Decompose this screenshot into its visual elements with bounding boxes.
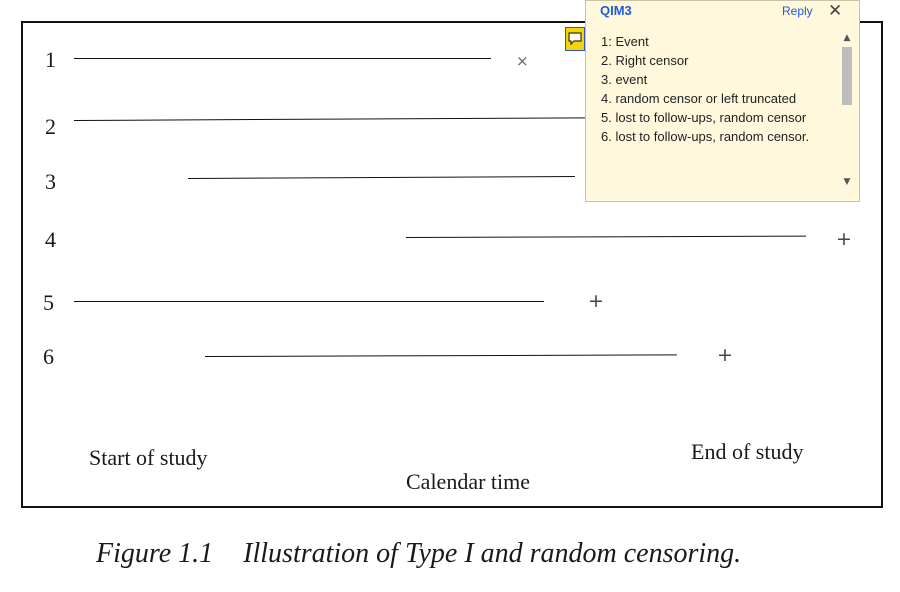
comment-line: 1: Event <box>601 34 649 49</box>
row-label-2: 2 <box>45 114 56 139</box>
caption-text: Illustration of Type I and random censor… <box>243 538 742 569</box>
comment-line: 5. lost to follow-ups, random censor <box>601 110 807 125</box>
comment-line: 3. event <box>601 72 648 87</box>
figure-frame <box>21 21 883 508</box>
comment-line: 2. Right censor <box>601 53 689 68</box>
follow-up-line-1 <box>74 58 491 59</box>
comment-line: 6. lost to follow-ups, random censor. <box>601 129 810 144</box>
censor-marker-5: + <box>588 290 604 312</box>
follow-up-line-5 <box>74 301 544 302</box>
row-label-6: 6 <box>43 344 54 369</box>
reply-button[interactable]: Reply <box>782 4 813 18</box>
end-of-study-label: End of study <box>691 439 804 464</box>
close-icon[interactable]: ✕ <box>828 1 843 20</box>
comment-author: QIM3 <box>600 3 632 18</box>
row-label-4: 4 <box>45 227 56 252</box>
speech-bubble-icon[interactable] <box>565 27 585 51</box>
comment-scrollbar[interactable]: ▲ ▼ <box>840 31 854 189</box>
caption-number: Figure 1.1 <box>96 538 214 569</box>
comment-body[interactable]: 1: Event 2. Right censor 3. event 4. ran… <box>601 32 833 192</box>
censor-marker-4: + <box>836 228 852 250</box>
start-of-study-label: Start of study <box>89 445 208 470</box>
calendar-time-label: Calendar time <box>406 469 531 494</box>
comment-line: 4. random censor or left truncated <box>601 91 797 106</box>
row-label-3: 3 <box>45 169 56 194</box>
figure-caption: Figure 1.1 Illustration of Type I and ran… <box>96 538 741 570</box>
comment-popup[interactable]: QIM3 Reply ✕ 1: Event 2. Right censor 3.… <box>585 0 860 202</box>
chevron-down-icon[interactable]: ▼ <box>843 177 851 187</box>
row-label-1: 1 <box>45 47 56 72</box>
event-marker: × <box>516 52 529 70</box>
scroll-thumb[interactable] <box>842 47 852 105</box>
chevron-up-icon[interactable]: ▲ <box>843 33 851 43</box>
row-label-5: 5 <box>43 290 54 315</box>
censor-marker-6: + <box>717 344 733 366</box>
